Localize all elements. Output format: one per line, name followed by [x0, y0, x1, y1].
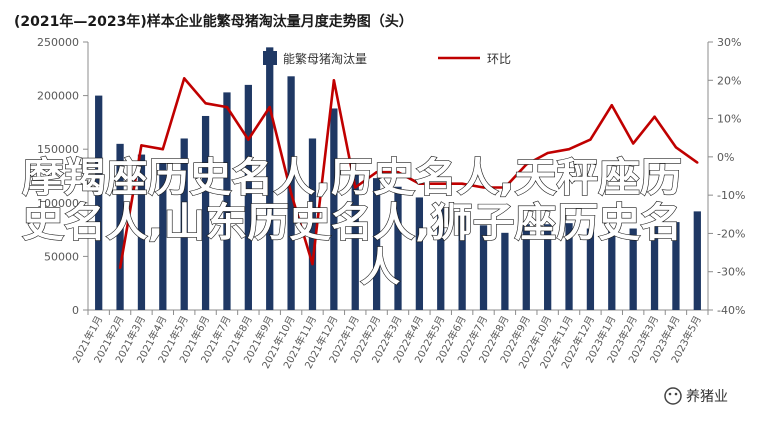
line-point: [396, 170, 400, 174]
line-point: [289, 192, 293, 195]
y-right-tick-label: 0%: [717, 151, 734, 164]
bar: [372, 178, 381, 310]
line-point: [332, 79, 336, 82]
line-point: [183, 77, 186, 80]
line-point: [503, 186, 507, 189]
watermark-text: 养猪业: [686, 389, 728, 405]
line-point: [439, 182, 442, 185]
y-left-tick-label: 200000: [37, 90, 79, 103]
line-point: [354, 186, 357, 189]
line-point: [311, 262, 314, 266]
bar: [415, 197, 424, 310]
bar: [266, 47, 274, 311]
bar: [351, 172, 359, 310]
line-point: [140, 144, 143, 147]
legend-bar-label: 能繁母猪淘汰量: [283, 51, 367, 66]
line-point: [482, 186, 485, 189]
bar: [201, 115, 210, 310]
bar: [330, 108, 338, 311]
line-point: [247, 138, 250, 141]
line-point: [567, 148, 571, 151]
line-point: [589, 138, 592, 141]
y-right-tick-label: -20%: [717, 227, 745, 240]
y-left-tick-label: 50000: [44, 250, 79, 263]
bar: [244, 84, 252, 310]
line-point: [118, 266, 122, 270]
overlay-line: 人: [360, 245, 400, 291]
legend-line-label: 环比: [487, 52, 511, 66]
bar: [672, 222, 680, 310]
bar: [608, 229, 616, 310]
bar: [437, 208, 445, 310]
chart-title: (2021年—2023年)样本企业能繁母猪淘汰量月度走势图（头）: [14, 13, 413, 30]
y-right-tick-label: -30%: [717, 266, 745, 279]
bar: [308, 138, 317, 310]
legend-bar-swatch: [263, 51, 277, 65]
y-left-tick-label: 250000: [37, 36, 79, 49]
bar: [394, 186, 402, 310]
line-point: [610, 103, 613, 107]
line-point: [375, 170, 378, 174]
bar: [650, 224, 659, 310]
overlay-line: 摩羯座历史名人,历史名人,天秤座历: [22, 155, 682, 201]
line-point: [631, 142, 635, 145]
y-right-tick-label: 20%: [717, 74, 741, 87]
y-left-tick-label: 0: [72, 304, 79, 317]
y-left-tick-label: 150000: [37, 143, 79, 156]
bar: [458, 215, 466, 310]
y-right-tick-label: 10%: [717, 113, 741, 126]
watermark: 养猪业: [664, 387, 728, 405]
bar: [544, 224, 552, 310]
bar: [501, 232, 509, 310]
bar: [479, 225, 488, 310]
wechat-icon-dot: [674, 392, 678, 396]
line-group: [118, 77, 699, 270]
bar: [522, 224, 530, 310]
legend: 能繁母猪淘汰量 环比: [263, 51, 511, 66]
line-point: [653, 115, 656, 118]
overlay-line: 史名人,山东历史名人,狮子座历史名: [22, 200, 682, 246]
line-point: [418, 182, 421, 185]
line-point: [525, 163, 528, 166]
bar: [586, 228, 595, 310]
line-point: [674, 146, 678, 149]
bar: [159, 159, 167, 310]
series-line: [118, 77, 699, 269]
y-right-tick-label: -10%: [717, 189, 745, 202]
line-point: [204, 102, 207, 105]
line-point: [460, 182, 464, 185]
bar: [116, 143, 124, 310]
bar: [137, 154, 146, 310]
line-point: [696, 161, 699, 164]
y-left-tick-label: 100000: [37, 197, 79, 210]
line-point: [546, 151, 549, 155]
y-right-tick-label: 30%: [717, 36, 741, 49]
wechat-icon-dot: [668, 392, 672, 396]
bar: [223, 92, 231, 310]
line-point: [225, 105, 229, 109]
line-point: [161, 148, 165, 151]
bar: [180, 138, 188, 310]
y-right-tick-label: -40%: [717, 304, 745, 317]
bar: [565, 223, 573, 310]
wechat-icon: [664, 387, 682, 405]
line-point: [268, 105, 271, 109]
bar: [693, 211, 701, 310]
bar: [95, 95, 103, 310]
bar: [629, 228, 637, 310]
